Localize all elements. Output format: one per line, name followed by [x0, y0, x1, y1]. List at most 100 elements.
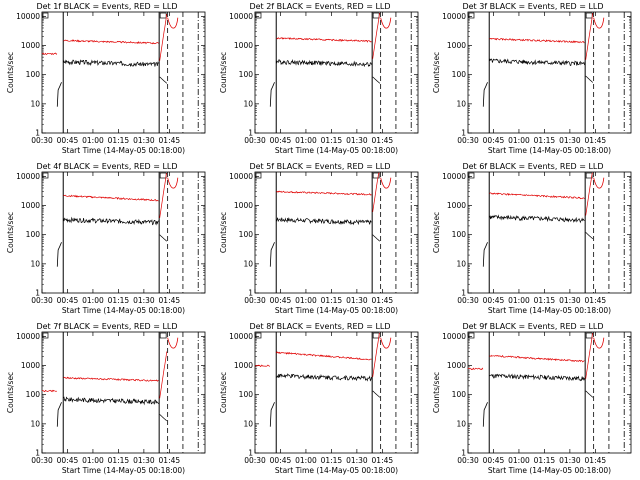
x-tick-label: 01:15 — [534, 296, 556, 305]
events-line — [63, 59, 159, 68]
events-line — [269, 82, 275, 107]
x-tick-label: 00:45 — [270, 456, 292, 465]
y-tick-label: 100 — [452, 390, 467, 399]
x-tick-label: 01:45 — [372, 136, 394, 145]
x-axis-label: Start Time (14-May-05 00:18:00) — [488, 306, 611, 315]
corner-box — [255, 172, 262, 179]
y-tick-label: 10000 — [442, 172, 466, 181]
corner-box — [585, 332, 593, 339]
y-axis-label: Counts/sec — [6, 372, 15, 413]
x-axis-label: Start Time (14-May-05 00:18:00) — [62, 146, 185, 155]
lld-line — [254, 364, 270, 367]
x-tick-label: 01:30 — [133, 296, 155, 305]
x-tick-label: 01:00 — [295, 136, 317, 145]
plot-frame — [41, 171, 206, 294]
x-tick-label: 01:00 — [295, 456, 317, 465]
x-tick-label: 01:45 — [159, 136, 181, 145]
plot-frame — [467, 11, 632, 134]
detector-panel: Det 5f BLACK = Events, RED = LLD 1 10 100 10… — [213, 160, 426, 320]
x-tick-label: 01:30 — [559, 296, 581, 305]
events-line — [585, 390, 594, 398]
events-line — [56, 82, 62, 107]
y-tick-label: 100 — [26, 230, 41, 239]
lld-line — [276, 351, 372, 361]
events-line — [489, 58, 585, 67]
lld-line — [372, 172, 380, 213]
y-tick-label: 100 — [239, 230, 254, 239]
detector-panel: Det 8f BLACK = Events, RED = LLD 1 10 100 10… — [213, 320, 426, 480]
y-tick-label: 100 — [239, 70, 254, 79]
lld-line — [593, 177, 605, 189]
lld-line — [380, 17, 392, 29]
x-tick-label: 01:45 — [585, 456, 607, 465]
y-tick-label: 1000 — [447, 361, 466, 370]
y-tick-label: 100 — [26, 70, 41, 79]
y-axis-label: Counts/sec — [219, 52, 228, 93]
detector-panel: Det 6f BLACK = Events, RED = LLD 1 10 100 10… — [426, 160, 639, 320]
y-tick-label: 1 — [248, 289, 253, 298]
events-line — [63, 216, 159, 226]
events-line — [276, 373, 372, 382]
x-tick-label: 00:45 — [57, 296, 79, 305]
lld-line — [380, 177, 392, 189]
corner-box — [372, 332, 380, 339]
x-axis-label: Start Time (14-May-05 00:18:00) — [275, 466, 398, 475]
corner-box — [468, 12, 475, 19]
corner-box — [372, 172, 380, 179]
y-tick-label: 100 — [26, 390, 41, 399]
corner-box — [468, 332, 475, 339]
lld-line — [41, 52, 58, 55]
x-axis-label: Start Time (14-May-05 00:18:00) — [62, 466, 185, 475]
x-tick-label: 00:45 — [270, 296, 292, 305]
events-line — [585, 232, 594, 240]
x-tick-label: 01:00 — [508, 136, 530, 145]
y-tick-label: 1000 — [234, 201, 253, 210]
x-axis-label: Start Time (14-May-05 00:18:00) — [275, 146, 398, 155]
events-line — [372, 76, 381, 84]
y-tick-label: 100 — [452, 70, 467, 79]
events-line — [159, 414, 168, 422]
events-line — [276, 59, 372, 68]
events-line — [56, 242, 62, 267]
y-tick-label: 1000 — [447, 41, 466, 50]
panel-chart: Det 5f BLACK = Events, RED = LLD 1 10 100 10… — [219, 162, 419, 315]
y-axis-label: Counts/sec — [6, 52, 15, 93]
plot-frame — [254, 331, 419, 454]
detector-panel: Det 2f BLACK = Events, RED = LLD 1 10 100 10… — [213, 0, 426, 160]
y-tick-label: 10000 — [229, 332, 253, 341]
x-tick-label: 01:00 — [82, 456, 104, 465]
x-tick-label: 01:45 — [372, 456, 394, 465]
detector-panel: Det 9f BLACK = Events, RED = LLD 1 10 100 10… — [426, 320, 639, 480]
lld-line — [159, 351, 168, 399]
y-tick-label: 10000 — [16, 332, 40, 341]
events-line — [159, 76, 168, 84]
panel-chart: Det 1f BLACK = Events, RED = LLD 1 10 100 10… — [6, 2, 206, 155]
y-tick-label: 10 — [456, 259, 466, 268]
events-line — [56, 402, 62, 427]
x-tick-label: 01:45 — [585, 136, 607, 145]
x-tick-label: 01:00 — [295, 296, 317, 305]
plot-frame — [254, 171, 419, 294]
y-tick-label: 1000 — [21, 361, 40, 370]
detector-panel: Det 4f BLACK = Events, RED = LLD 1 10 100 10… — [0, 160, 213, 320]
y-tick-label: 10000 — [442, 12, 466, 21]
panel-chart: Det 6f BLACK = Events, RED = LLD 1 10 100 10… — [432, 162, 632, 315]
y-tick-label: 100 — [239, 390, 254, 399]
panel-chart: Det 7f BLACK = Events, RED = LLD 1 10 100 10… — [6, 322, 206, 475]
plot-frame — [41, 11, 206, 134]
y-tick-label: 10 — [30, 99, 40, 108]
y-tick-label: 1000 — [21, 41, 40, 50]
x-tick-label: 00:30 — [244, 456, 266, 465]
lld-line — [585, 333, 594, 379]
lld-line — [167, 17, 179, 29]
x-tick-label: 00:30 — [31, 456, 53, 465]
x-tick-label: 01:15 — [108, 296, 130, 305]
y-tick-label: 1 — [248, 129, 253, 138]
corner-box — [159, 12, 167, 19]
chart-title: Det 7f BLACK = Events, RED = LLD — [36, 322, 177, 331]
x-tick-label: 01:15 — [534, 136, 556, 145]
x-tick-label: 00:45 — [57, 136, 79, 145]
corner-box — [42, 172, 49, 179]
chart-title: Det 1f BLACK = Events, RED = LLD — [36, 2, 177, 11]
panel-chart: Det 8f BLACK = Events, RED = LLD 1 10 100 10… — [219, 322, 419, 475]
